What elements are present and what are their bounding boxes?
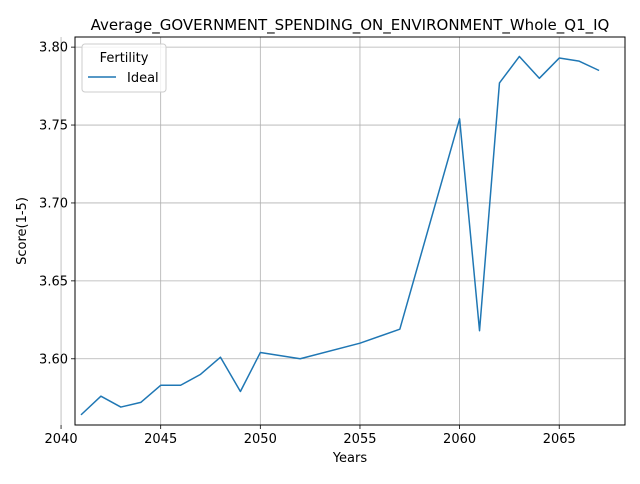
- legend-title: Fertility: [100, 51, 149, 66]
- chart-title: Average_GOVERNMENT_SPENDING_ON_ENVIRONME…: [91, 16, 610, 35]
- legend-box: [81, 43, 167, 93]
- y-tick-label: 3.60: [39, 352, 68, 367]
- x-tick-label: 2045: [144, 432, 177, 447]
- plot-area: [75, 37, 625, 425]
- grid-lines: [60, 37, 625, 425]
- x-axis-label: Years: [332, 451, 368, 466]
- series-line-ideal: [80, 55, 600, 416]
- x-tick-label: 2040: [45, 432, 78, 447]
- y-tick-label: 3.80: [39, 41, 68, 56]
- legend: Fertility Ideal: [81, 43, 167, 93]
- y-tick-label: 3.75: [39, 119, 68, 134]
- y-axis-label: Score(1-5): [15, 197, 30, 265]
- plot-frame: [74, 36, 626, 426]
- x-tick-label: 2065: [543, 432, 576, 447]
- y-tick-label: 3.70: [39, 196, 68, 211]
- series-layer: [80, 55, 600, 416]
- legend-entry-ideal: Ideal: [127, 71, 159, 86]
- y-tick-label: 3.65: [39, 274, 68, 289]
- x-tick-label: 2060: [443, 432, 476, 447]
- x-tick-label: 2050: [244, 432, 277, 447]
- x-tick-label: 2055: [343, 432, 376, 447]
- axis-ticks: 2040 2045 2050 2055 2060 2065 3.60 3.65 3.70 3.75…: [39, 41, 576, 447]
